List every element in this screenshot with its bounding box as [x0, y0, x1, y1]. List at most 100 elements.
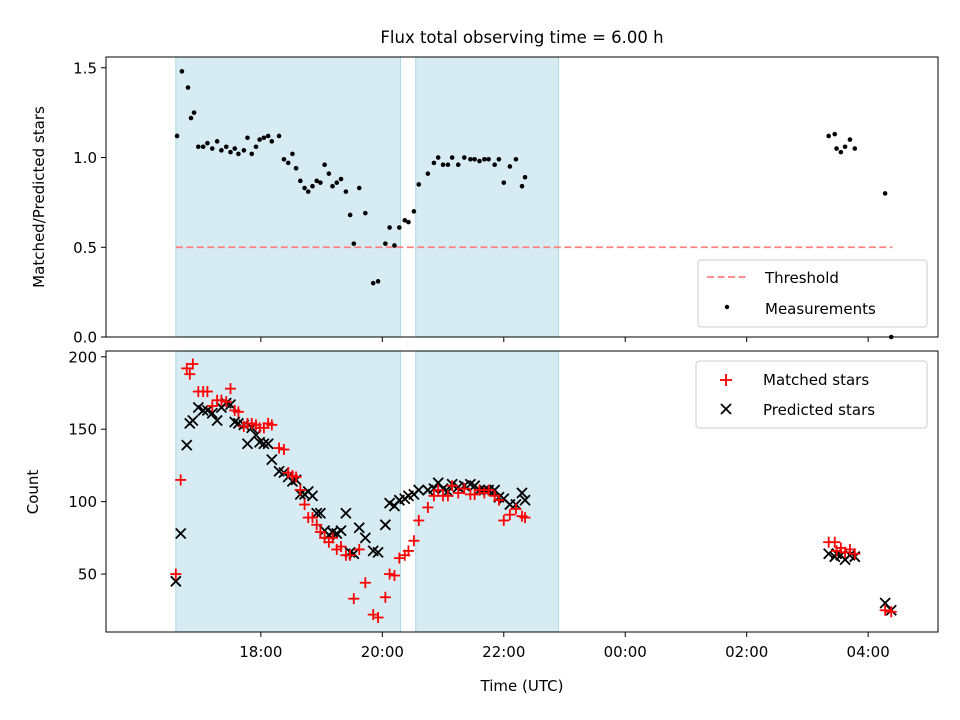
matched-star-point [483, 484, 495, 496]
measurement-point [241, 148, 247, 153]
shaded-interval [415, 56, 559, 338]
ratio-legend: Threshold Measurements [697, 259, 928, 328]
measurement-point [472, 157, 477, 162]
matched-star-point [344, 549, 356, 561]
predicted-star-point [241, 438, 254, 450]
matched-star-point [432, 484, 444, 496]
measurement-point [425, 171, 431, 176]
y-tick-label: 100 [68, 493, 97, 511]
measurement-point [351, 241, 357, 246]
measurement-point [214, 139, 220, 144]
ratio-y-ticks: 0.0 0.5 1.0 1.5 [73, 59, 106, 347]
measurement-point [205, 140, 210, 146]
matched-legend-swatch [720, 374, 732, 386]
matched-star-point [314, 526, 326, 538]
predicted-star-point [211, 414, 223, 427]
measurement-point [269, 139, 275, 144]
top-shaded-regions [175, 56, 559, 338]
measurement-point [326, 171, 332, 176]
ratio-panel: 0.0 0.5 1.0 1.5 Matched/Predicted stars Thr… [30, 56, 939, 347]
measurement-point [486, 157, 491, 162]
measurement-point [293, 165, 299, 171]
predicted-star-point [359, 532, 371, 544]
measurement-point [507, 164, 513, 169]
x-tick-label: 22:00 [482, 643, 525, 661]
matched-star-point [266, 419, 278, 431]
matched-star-point [885, 606, 897, 618]
measurement-point [236, 151, 241, 157]
matched-star-point [201, 386, 213, 398]
matched-star-point [294, 484, 306, 496]
measurement-point [314, 178, 320, 184]
matched-star-point [170, 568, 182, 580]
matched-star-point [290, 471, 302, 483]
measurement-point [882, 191, 888, 196]
measurement-point [513, 157, 519, 162]
matched-star-point [224, 383, 236, 395]
matched-star-point [402, 545, 414, 557]
matched-star-point [187, 358, 199, 370]
count-legend: Matched stars Predicted stars [695, 360, 928, 429]
matched-star-points [170, 358, 897, 624]
measurement-point [191, 110, 197, 115]
predicted-star-point [229, 416, 241, 428]
measurement-point [462, 155, 467, 160]
count-panel: 50 100 150 200 18:00 20:00 22:00 00:00 02:00 04:… [24, 348, 939, 695]
x-tick-label: 04:00 [847, 643, 890, 661]
matched-star-point [413, 514, 425, 526]
measurement-point [253, 144, 259, 150]
matched-star-point [299, 499, 311, 511]
measurement-point [196, 144, 201, 150]
x-tick-label: 02:00 [725, 643, 768, 661]
measurement-point [363, 210, 368, 216]
matched-star-point [379, 591, 391, 603]
measurement-point [406, 219, 411, 225]
x-axis-label: Time (UTC) [480, 677, 564, 695]
measurement-point [834, 146, 839, 151]
measurement-point [174, 133, 180, 139]
measurement-point [285, 160, 291, 166]
measurement-point [185, 85, 191, 90]
measurement-point [501, 180, 507, 185]
predicted-star-point [206, 407, 218, 419]
measurement-point [232, 146, 238, 151]
count-legend-box [695, 360, 928, 429]
measurement-point [838, 149, 844, 155]
measurement-point [402, 218, 408, 223]
predicted-star-point [428, 482, 440, 495]
measurement-point [847, 137, 853, 142]
y-tick-label: 0.0 [73, 329, 97, 347]
measurement-point [455, 162, 461, 167]
matched-star-point [175, 474, 187, 486]
matched-star-point [452, 487, 464, 499]
measurement-point [257, 137, 262, 142]
matched-star-point [359, 577, 371, 589]
measurement-point [832, 131, 838, 137]
measurement-point [375, 279, 381, 284]
predicted-star-point [311, 507, 323, 519]
measurement-point [298, 178, 303, 184]
matched-legend-label: Matched stars [763, 371, 869, 389]
matched-star-point [184, 368, 196, 380]
matched-star-point [181, 362, 193, 374]
count-y-ticks: 50 100 150 200 [68, 348, 106, 584]
matched-star-point [510, 503, 522, 515]
matched-star-point [388, 570, 400, 582]
measurement-point [397, 225, 402, 230]
threshold-legend-label: Threshold [764, 269, 839, 287]
measurement-point [519, 183, 525, 189]
matched-star-point [879, 604, 891, 616]
measurement-point [338, 176, 344, 182]
measurements-legend-swatch [724, 304, 730, 310]
matched-star-point [498, 514, 510, 526]
matched-star-point [353, 543, 365, 555]
predicted-star-point [519, 494, 531, 506]
measurement-point [411, 209, 417, 214]
measurement-point [265, 133, 271, 139]
measurement-point [290, 151, 295, 157]
count-y-label: Count [24, 470, 42, 515]
measurement-point [392, 243, 397, 248]
matched-star-point [220, 396, 232, 408]
measurement-point [245, 135, 250, 141]
